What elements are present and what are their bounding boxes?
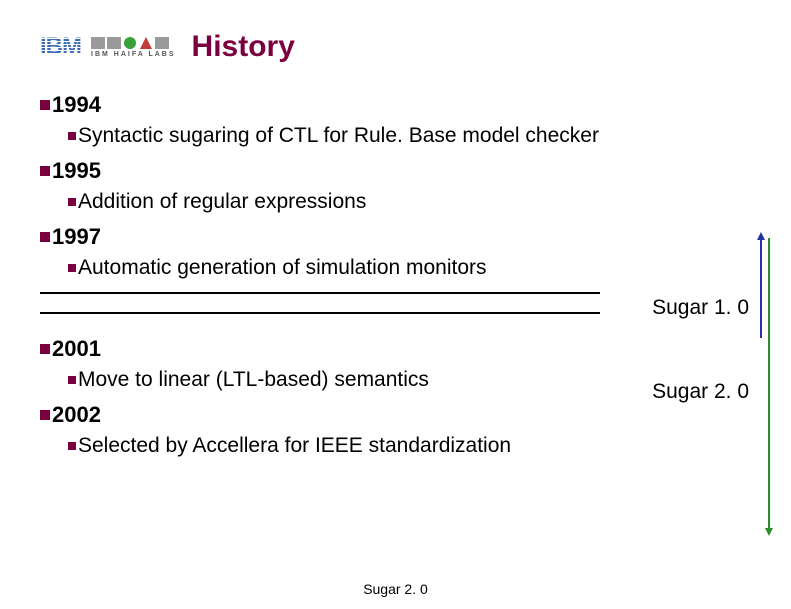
sugar1-label: Sugar 1. 0: [652, 296, 749, 320]
detail-line: Move to linear (LTL-based) semantics: [68, 368, 751, 392]
slide-title: History: [192, 30, 295, 64]
version-labels: Sugar 1. 0 Sugar 2. 0: [652, 296, 749, 404]
sub-bullet-icon: [68, 132, 76, 140]
section-divider: [40, 292, 751, 314]
sub-bullet-icon: [68, 198, 76, 206]
year-line: 2002: [40, 402, 751, 428]
year-line: 1994: [40, 92, 751, 118]
shape-square-gray-2: [107, 37, 121, 49]
sub-bullet-icon: [68, 376, 76, 384]
detail-line: Syntactic sugaring of CTL for Rule. Base…: [68, 124, 751, 148]
shape-triangle-red: [139, 37, 153, 49]
content-area: 1994 Syntactic sugaring of CTL for Rule.…: [40, 92, 751, 458]
year-label: 2002: [52, 402, 101, 428]
year-label: 1994: [52, 92, 101, 118]
bullet-icon: [40, 344, 50, 354]
shape-square-gray-3: [155, 37, 169, 49]
detail-line: Addition of regular expressions: [68, 190, 751, 214]
sub-bullet-icon: [68, 264, 76, 272]
shape-square-gray-1: [91, 37, 105, 49]
bullet-icon: [40, 166, 50, 176]
year-label: 1995: [52, 158, 101, 184]
slide: IBM IBM HAIFA LABS History 1994 Syntacti…: [0, 0, 791, 609]
shape-circle-green: [123, 37, 137, 49]
detail-text: Selected by Accellera for IEEE standardi…: [78, 434, 511, 458]
detail-line: Selected by Accellera for IEEE standardi…: [68, 434, 751, 458]
arrow-down-head: [765, 528, 773, 536]
haifa-labs-logo: IBM HAIFA LABS: [91, 37, 176, 58]
haifa-labs-text: IBM HAIFA LABS: [91, 51, 176, 58]
year-label: 2001: [52, 336, 101, 362]
bullet-icon: [40, 100, 50, 110]
footer-text: Sugar 2. 0: [0, 581, 791, 597]
divider-line-1: [40, 292, 600, 294]
detail-text: Automatic generation of simulation monit…: [78, 256, 487, 280]
year-line: 1997: [40, 224, 751, 250]
header: IBM IBM HAIFA LABS History: [40, 30, 751, 64]
ibm-logo: IBM: [40, 33, 81, 61]
timeline-item-1997: 1997 Automatic generation of simulation …: [40, 224, 751, 280]
detail-text: Addition of regular expressions: [78, 190, 366, 214]
timeline-item-1995: 1995 Addition of regular expressions: [40, 158, 751, 214]
year-line: 1995: [40, 158, 751, 184]
detail-line: Automatic generation of simulation monit…: [68, 256, 751, 280]
detail-text: Syntactic sugaring of CTL for Rule. Base…: [78, 124, 599, 148]
divider-line-2: [40, 312, 600, 314]
year-label: 1997: [52, 224, 101, 250]
sugar2-label: Sugar 2. 0: [652, 380, 749, 404]
logo-shapes: [91, 37, 169, 49]
timeline-item-2002: 2002 Selected by Accellera for IEEE stan…: [40, 402, 751, 458]
detail-text: Move to linear (LTL-based) semantics: [78, 368, 429, 392]
arrow-up-head: [757, 232, 765, 240]
year-line: 2001: [40, 336, 751, 362]
timeline-arrows: [755, 230, 775, 540]
ibm-logo-text: IBM: [40, 33, 81, 60]
timeline-item-1994: 1994 Syntactic sugaring of CTL for Rule.…: [40, 92, 751, 148]
bullet-icon: [40, 410, 50, 420]
bullet-icon: [40, 232, 50, 242]
timeline-item-2001: 2001 Move to linear (LTL-based) semantic…: [40, 336, 751, 392]
sub-bullet-icon: [68, 442, 76, 450]
